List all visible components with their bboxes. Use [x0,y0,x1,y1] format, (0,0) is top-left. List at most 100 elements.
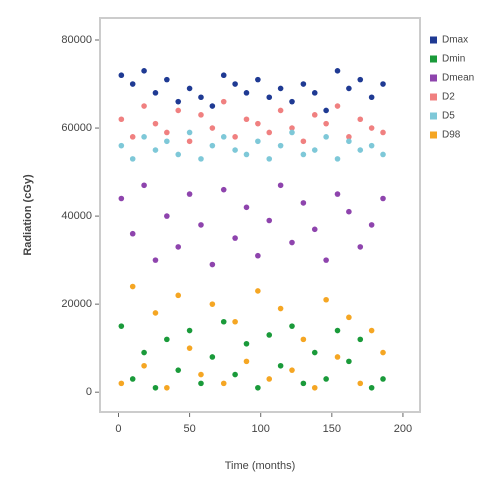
point [277,362,284,369]
point [255,138,261,145]
point [164,138,170,145]
point [368,94,375,101]
point [357,147,364,153]
point [220,98,227,105]
point [300,336,307,343]
y-tick-label: 40000 [61,210,92,222]
point [129,81,136,87]
point [266,94,273,101]
point [380,151,386,158]
point [357,336,364,343]
legend-label: D98 [442,130,461,141]
point [323,134,329,140]
point [346,358,352,365]
point [243,204,250,211]
point [334,327,341,334]
point [357,76,364,83]
point [311,147,318,153]
y-axis-title: Radiation (cGy) [22,174,34,256]
y-tick-label: 80000 [61,34,92,46]
point [323,120,329,127]
point [129,230,136,237]
point [357,116,364,123]
point [232,371,238,378]
point [186,345,193,351]
legend-swatch [430,74,437,82]
point [175,292,182,299]
point [277,107,284,114]
point [118,323,125,329]
point [220,318,227,325]
point [164,336,170,343]
point [198,156,204,162]
point [266,332,273,338]
point [368,142,375,149]
point [129,376,136,382]
legend-label: D2 [442,92,455,103]
point [255,288,261,294]
legend-label: Dmax [442,35,468,46]
point [266,376,273,382]
plot-panel [99,17,421,413]
point [300,380,307,387]
point [346,134,352,140]
point [277,85,284,92]
x-tick-label: 50 [183,423,195,435]
x-tick-label: 0 [115,423,121,435]
point [334,68,341,74]
point [323,257,329,263]
point [289,367,295,373]
point [232,318,238,325]
legend-swatch [430,55,437,63]
point [255,384,261,391]
point [175,151,182,158]
point [380,349,386,356]
legend-label: D5 [442,111,455,122]
point [232,134,238,140]
point [209,103,216,109]
point [380,376,386,382]
legend-label: Dmin [442,54,465,65]
point [118,195,125,202]
point [323,107,329,114]
y-tick-label: 0 [86,386,92,398]
legend-swatch [430,93,437,101]
point [368,327,375,334]
point [186,138,193,145]
point [220,380,227,387]
point [198,94,204,101]
point [300,138,307,145]
point [198,380,204,387]
point [300,81,307,87]
point [141,103,147,109]
point [266,129,273,136]
point [368,125,375,131]
point [186,85,193,92]
point [164,213,170,219]
legend-swatch [430,36,437,44]
legend-swatch [430,131,437,139]
point [277,305,284,312]
point [232,147,238,153]
point [334,103,341,109]
point [266,156,273,162]
point [323,296,329,303]
point [311,384,318,391]
point [243,358,250,365]
point [346,208,352,215]
point [334,191,341,197]
point [186,327,193,334]
point [141,182,147,189]
point [152,120,159,127]
point [334,156,341,162]
point [311,112,318,118]
point [209,354,216,360]
point [141,68,147,74]
legend-label: Dmean [442,73,474,84]
point [289,129,295,136]
point [186,191,193,197]
x-tick-label: 150 [323,423,341,435]
point [152,147,159,153]
